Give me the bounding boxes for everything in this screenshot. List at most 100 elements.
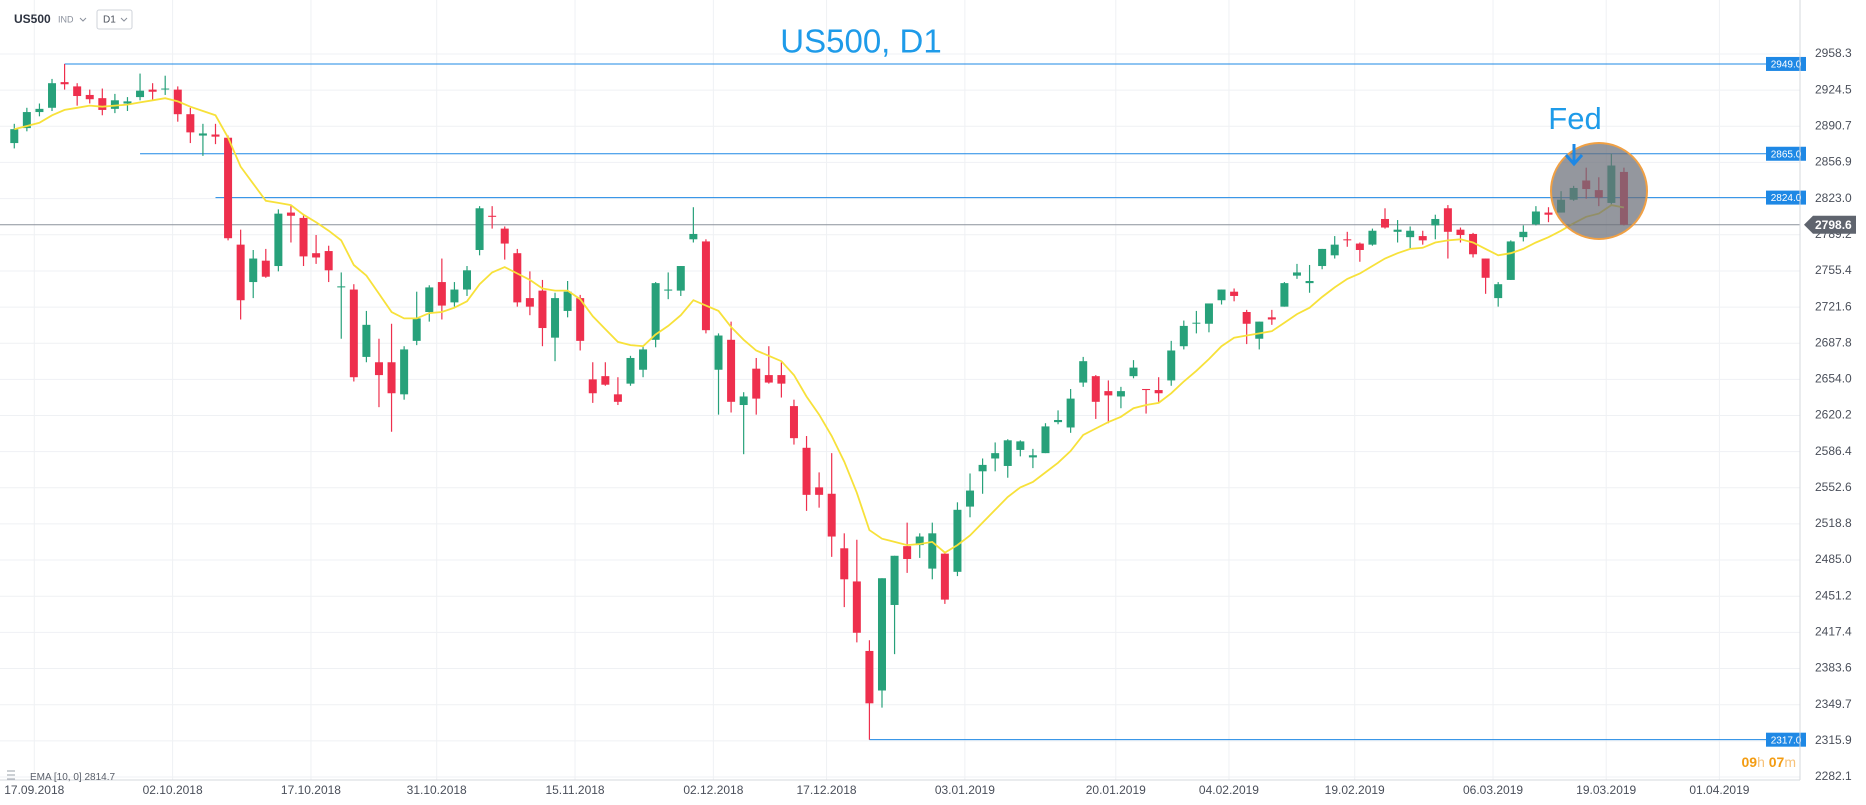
candle-body xyxy=(1519,231,1528,238)
timeframe[interactable]: D1 xyxy=(103,15,116,26)
candle-body xyxy=(940,553,949,600)
indicator-icon xyxy=(7,770,15,780)
x-tick-label: 19.02.2019 xyxy=(1325,783,1385,797)
countdown-minutes-unit: m xyxy=(1784,754,1796,770)
candle-body xyxy=(1443,208,1452,232)
candle-body xyxy=(1129,367,1138,377)
candle-body xyxy=(337,286,346,288)
candle-body xyxy=(525,298,534,307)
candle-body xyxy=(1003,440,1012,466)
x-tick-label: 31.10.2018 xyxy=(407,783,467,797)
indicator-legend: EMA [10, 0] 2814.7 xyxy=(7,770,116,783)
candle-body xyxy=(1494,284,1503,299)
candle-body xyxy=(98,98,107,110)
candle-body xyxy=(1318,248,1327,267)
candle-body xyxy=(1230,291,1239,296)
level-label: 2824.0 xyxy=(1771,193,1802,204)
candle-body xyxy=(186,114,195,133)
candle-body xyxy=(1469,233,1478,255)
candle-body xyxy=(1154,390,1163,394)
y-tick-label: 2755.4 xyxy=(1815,263,1852,277)
level-tag xyxy=(1766,732,1806,747)
x-tick-label: 17.10.2018 xyxy=(281,783,341,797)
candle-body xyxy=(1368,230,1377,245)
candle-body xyxy=(1381,218,1390,228)
candle-body xyxy=(676,266,685,291)
x-tick-label: 06.03.2019 xyxy=(1463,783,1523,797)
countdown-hours-unit: h xyxy=(1757,754,1765,770)
candle-body xyxy=(425,287,434,313)
candle-body xyxy=(915,536,924,546)
y-tick-label: 2890.7 xyxy=(1815,118,1852,132)
candle-body xyxy=(714,335,723,370)
candle-body xyxy=(588,379,597,394)
level-tag xyxy=(1766,146,1806,161)
candle-body xyxy=(953,509,962,572)
ema-last: 2814.7 xyxy=(84,772,115,783)
market[interactable]: IND xyxy=(58,14,74,24)
candle-body xyxy=(349,289,358,378)
candle-body xyxy=(1255,321,1264,339)
candle-body xyxy=(261,260,270,277)
level-label: 2317.0 xyxy=(1771,735,1802,746)
last-price-label: 2798.6 xyxy=(1815,218,1852,232)
candle-body xyxy=(978,464,987,472)
candle-body xyxy=(22,112,31,129)
countdown: 09h 07m xyxy=(1741,754,1796,770)
candle-body xyxy=(475,208,484,250)
candle-body xyxy=(1481,258,1490,278)
candle-body xyxy=(764,375,773,383)
candle-body xyxy=(198,133,207,136)
candle-body xyxy=(701,241,710,331)
candle-body xyxy=(1355,243,1364,250)
symbol: US500 xyxy=(14,12,51,26)
candle-body xyxy=(1305,280,1314,284)
candle-body xyxy=(1167,350,1176,381)
y-tick-label: 2654.0 xyxy=(1815,372,1852,386)
candle-body xyxy=(249,258,258,283)
candle-body xyxy=(664,289,673,291)
candle-body xyxy=(1267,317,1276,320)
candle-body xyxy=(840,548,849,580)
y-tick-label: 2620.2 xyxy=(1815,408,1852,422)
candle-body xyxy=(789,406,798,439)
candle-body xyxy=(1054,419,1063,423)
annotation: Fed xyxy=(1548,101,1601,136)
level-tag xyxy=(1766,190,1806,205)
candle-body xyxy=(35,108,44,113)
candle-body xyxy=(1116,391,1125,397)
candle-body xyxy=(639,349,648,370)
candle-body xyxy=(1280,283,1289,307)
y-tick-label: 2958.3 xyxy=(1815,46,1852,60)
level-label: 2865.0 xyxy=(1771,149,1802,160)
ema-line xyxy=(14,97,1625,554)
level-label: 2949.0 xyxy=(1771,60,1802,71)
candle-body xyxy=(1406,230,1415,238)
candle-body xyxy=(1544,212,1553,215)
candle-body xyxy=(488,215,497,217)
y-tick-label: 2349.7 xyxy=(1815,697,1852,711)
candle-body xyxy=(513,253,522,303)
candle-body xyxy=(1456,229,1465,236)
y-tick-label: 2451.2 xyxy=(1815,588,1852,602)
candle-body xyxy=(890,555,899,605)
candle-body xyxy=(1192,322,1201,324)
x-tick-label: 02.12.2018 xyxy=(683,783,743,797)
candle-body xyxy=(1217,289,1226,301)
candle-body xyxy=(60,82,69,85)
candle-body xyxy=(1066,398,1075,428)
candle-body xyxy=(1142,388,1151,391)
candle-body xyxy=(865,650,874,704)
candle-body xyxy=(400,349,409,395)
candle-body xyxy=(450,289,459,303)
x-tick-label: 17.09.2018 xyxy=(4,783,64,797)
y-tick-label: 2552.6 xyxy=(1815,480,1852,494)
y-tick-label: 2687.8 xyxy=(1815,335,1852,349)
candle-body xyxy=(224,137,233,239)
fed-highlight xyxy=(1550,142,1648,240)
candle-body xyxy=(966,490,975,507)
candle-body xyxy=(802,447,811,495)
candle-body xyxy=(827,493,836,537)
candle-body xyxy=(374,362,383,376)
timeframe-box[interactable] xyxy=(96,9,133,30)
